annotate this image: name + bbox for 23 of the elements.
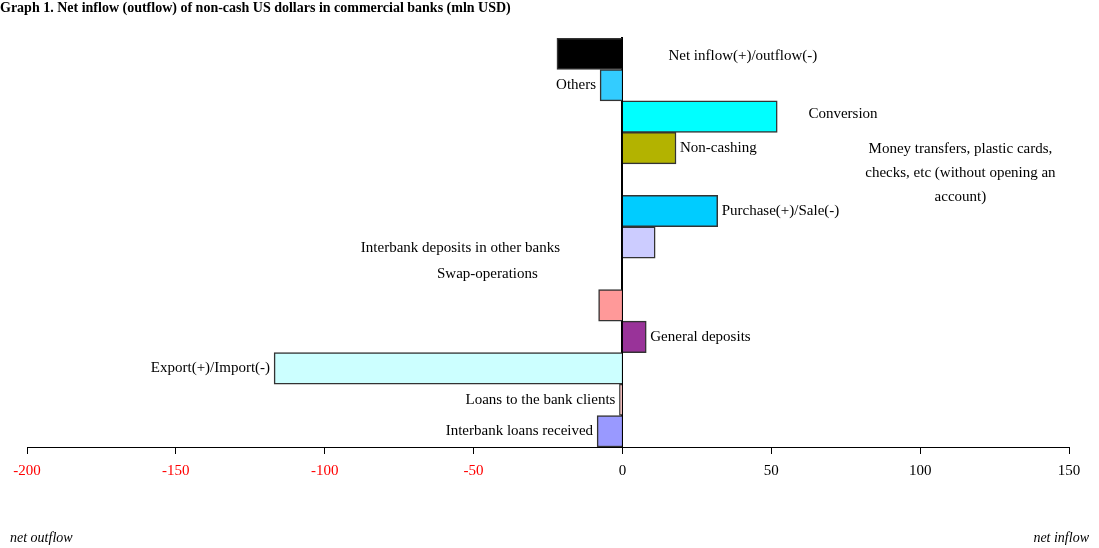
y-tick-label: General deposits — [650, 327, 751, 344]
x-tick-label: 100 — [908, 461, 932, 478]
y-tick-label: Purchase(+)/Sale(-) — [721, 201, 840, 219]
y-tick-label: Loans to the bank clients — [465, 390, 616, 407]
text: net inflow — [1033, 530, 1089, 546]
y-tick-label: Interbank deposits in other banks — [360, 239, 561, 256]
y-tick-label: Non-cashing — [680, 139, 758, 156]
x-tick-label: -200 — [13, 461, 41, 478]
chart-title: Graph 1. Net inflow (outflow) of non-cash US dollars in commercial banks (mln USD) — [0, 0, 511, 16]
y-tick-label: Money transfers, plastic cards, checks, etc (without opening an account) — [865, 139, 1057, 205]
y-tick-label: Conversion — [808, 104, 879, 121]
x-tick-label: -150 — [162, 461, 190, 478]
y-tick-label: Swap-operations — [437, 264, 538, 281]
x-tick-label: 0 — [618, 461, 627, 478]
x-tick-label: -100 — [310, 461, 339, 478]
y-tick-label: Export(+)/Import(-) — [150, 359, 271, 377]
y-tick-label: Net inflow(+)/outflow(-) — [668, 46, 818, 64]
y-tick-label: Others — [556, 76, 597, 93]
x-tick-label: 50 — [763, 461, 779, 478]
x-tick-label: 150 — [1057, 461, 1081, 478]
text: net outflow — [10, 530, 73, 546]
y-tick-label: Interbank loans received — [445, 422, 594, 439]
x-tick-label: -50 — [463, 461, 484, 478]
